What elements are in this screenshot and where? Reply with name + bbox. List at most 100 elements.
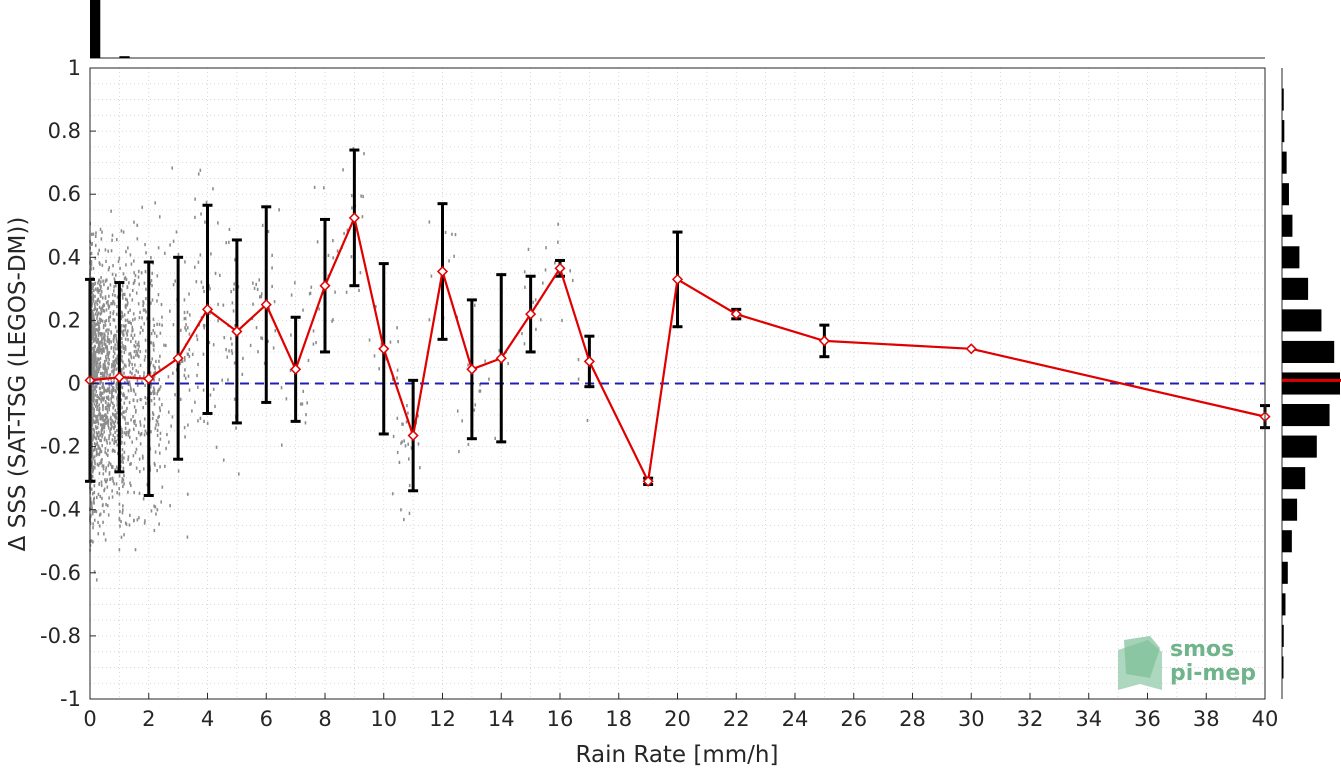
scatter-point — [110, 345, 113, 350]
scatter-point — [451, 232, 453, 236]
scatter-point — [122, 346, 124, 350]
scatter-point — [143, 358, 146, 362]
scatter-point — [99, 312, 102, 316]
scatter-point — [107, 448, 109, 452]
scatter-point — [98, 524, 101, 528]
scatter-point — [127, 455, 130, 459]
scatter-point — [128, 523, 131, 527]
scatter-point — [101, 416, 104, 420]
scatter-point — [114, 436, 116, 440]
scatter-point — [97, 281, 99, 285]
scatter-point — [101, 263, 104, 267]
scatter-point — [209, 393, 212, 397]
scatter-point — [105, 358, 108, 362]
scatter-point — [91, 427, 93, 431]
scatter-point — [90, 433, 93, 437]
scatter-point — [89, 252, 92, 256]
scatter-point — [135, 437, 138, 441]
scatter-point — [92, 356, 94, 360]
scatter-point — [104, 480, 107, 484]
scatter-point — [312, 329, 315, 333]
scatter-point — [110, 400, 113, 404]
scatter-point — [132, 427, 135, 431]
scatter-point — [159, 408, 162, 413]
scatter-point — [134, 345, 137, 349]
scatter-point — [94, 393, 96, 397]
scatter-point — [103, 509, 105, 514]
scatter-point — [130, 483, 132, 488]
scatter-point — [90, 337, 93, 341]
scatter-point — [93, 289, 95, 293]
scatter-point — [103, 413, 106, 418]
scatter-point — [121, 284, 124, 288]
scatter-point — [128, 435, 131, 439]
scatter-point — [290, 293, 293, 297]
x-tick-label: 38 — [1193, 707, 1220, 731]
scatter-point — [94, 243, 97, 248]
scatter-point — [101, 397, 104, 401]
top-histogram-bar — [119, 56, 130, 58]
scatter-point — [100, 307, 102, 311]
scatter-point — [120, 427, 122, 432]
scatter-point — [351, 194, 353, 198]
scatter-point — [120, 441, 123, 445]
x-tick-label: 18 — [605, 707, 632, 731]
scatter-point — [112, 395, 115, 399]
scatter-point — [104, 320, 106, 324]
scatter-point — [116, 491, 118, 495]
scatter-point — [92, 427, 94, 431]
scatter-point — [197, 172, 200, 176]
scatter-point — [428, 318, 431, 322]
scatter-point — [102, 323, 105, 328]
scatter-point — [100, 415, 102, 419]
scatter-point — [131, 371, 133, 376]
scatter-point — [258, 278, 261, 282]
scatter-point — [428, 220, 431, 224]
scatter-point — [113, 482, 115, 486]
scatter-point — [98, 248, 100, 252]
scatter-point — [108, 397, 110, 402]
scatter-point — [126, 329, 129, 333]
scatter-point — [91, 409, 93, 413]
scatter-point — [110, 249, 113, 253]
y-tick-label: -0.2 — [40, 435, 81, 459]
scatter-point — [106, 328, 108, 332]
scatter-point — [109, 477, 112, 481]
scatter-point — [90, 299, 93, 303]
scatter-point — [135, 291, 138, 295]
scatter-point — [545, 246, 547, 250]
scatter-point — [152, 328, 155, 333]
scatter-point — [137, 353, 139, 358]
scatter-point — [256, 287, 259, 292]
scatter-point — [91, 316, 93, 321]
scatter-point — [187, 374, 190, 378]
scatter-point — [99, 450, 101, 455]
scatter-point — [97, 492, 100, 496]
scatter-point — [110, 422, 113, 426]
scatter-point — [93, 365, 96, 369]
scatter-point — [164, 251, 166, 255]
scatter-point — [150, 361, 152, 365]
scatter-point — [98, 446, 101, 451]
scatter-point — [91, 403, 93, 407]
scatter-point — [99, 262, 101, 266]
scatter-point — [138, 469, 141, 474]
scatter-point — [126, 406, 128, 411]
scatter-point — [106, 339, 109, 343]
scatter-point — [102, 472, 105, 476]
scatter-point — [91, 421, 94, 425]
scatter-point — [569, 269, 572, 273]
scatter-point — [241, 372, 244, 377]
scatter-point — [233, 282, 236, 286]
scatter-point — [95, 453, 98, 457]
scatter-point — [97, 331, 100, 335]
scatter-point — [92, 498, 95, 502]
scatter-point — [110, 302, 112, 306]
scatter-point — [92, 295, 94, 299]
scatter-point — [149, 281, 152, 286]
scatter-point — [336, 249, 339, 253]
scatter-point — [196, 373, 198, 378]
scatter-point — [106, 337, 109, 341]
scatter-point — [94, 345, 96, 349]
scatter-point — [106, 348, 109, 352]
